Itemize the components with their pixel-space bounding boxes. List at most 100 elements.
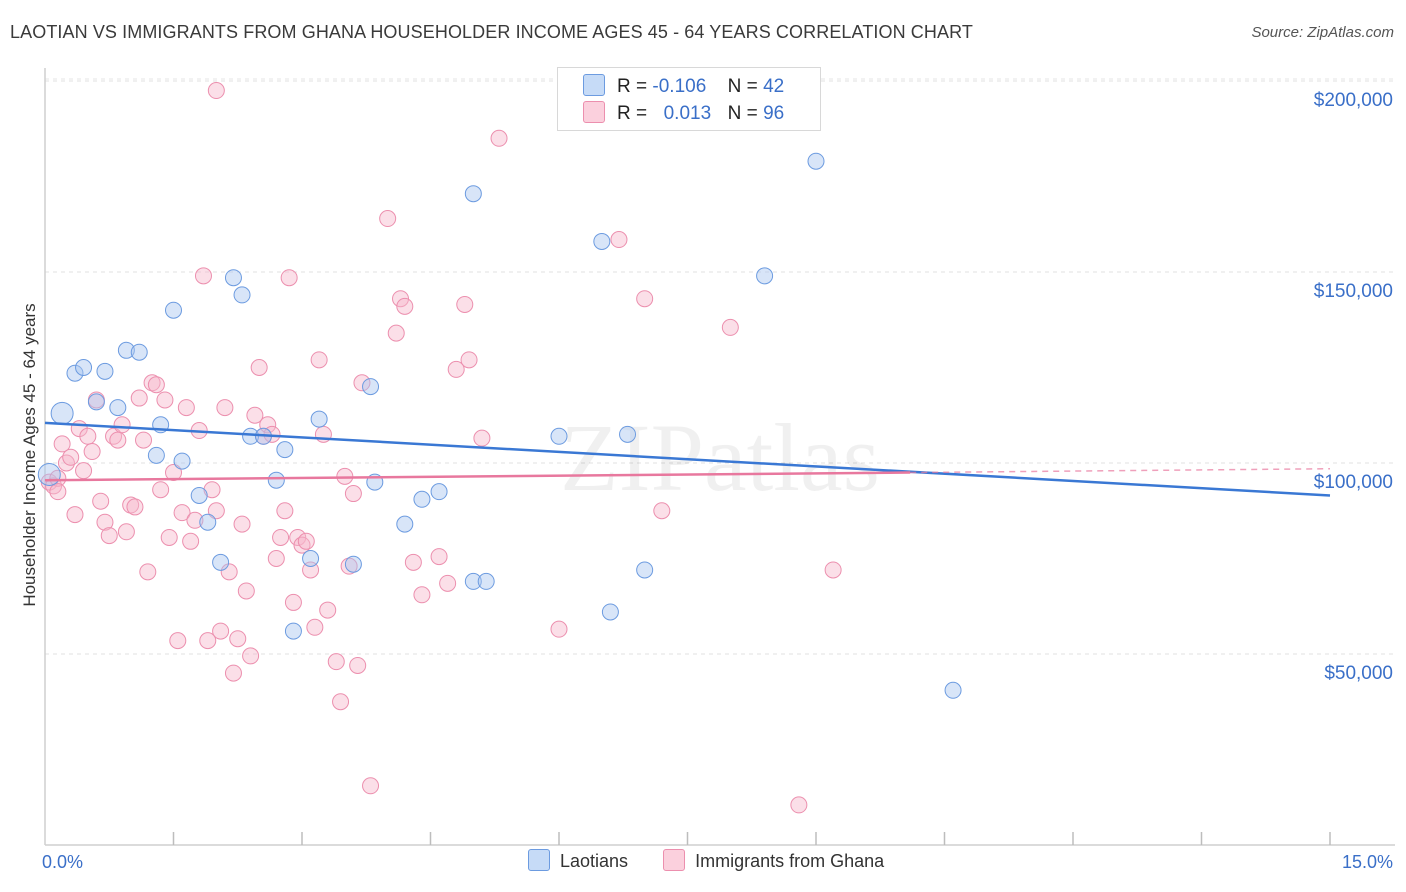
- ghana-point: [113, 416, 131, 434]
- ghana-point: [250, 359, 268, 376]
- correlation-legend: R = -0.106 N = 42 R = 0.013 N = 96: [557, 67, 821, 131]
- ghana-point: [152, 481, 170, 499]
- ghana-point: [49, 469, 67, 487]
- ghana-point: [237, 582, 255, 600]
- y-tick-label: $200,000: [1313, 90, 1393, 111]
- ghana-point: [332, 693, 350, 711]
- ghana-point: [75, 462, 93, 480]
- ghana-point: [272, 528, 290, 546]
- n-label: N =: [727, 103, 758, 125]
- legend-item-laotians[interactable]: Laotians: [528, 849, 629, 873]
- ghana-point: [460, 351, 478, 369]
- y-axis-label: Householder Income Ages 45 - 64 years: [20, 303, 39, 607]
- y-tick-label: $100,000: [1313, 472, 1393, 493]
- laotian-point: [413, 490, 431, 508]
- laotian-point: [267, 471, 285, 489]
- ghana-point: [340, 557, 358, 575]
- ghana-point: [182, 532, 200, 550]
- ghana-point: [229, 630, 247, 648]
- x-tick-min: 0.0%: [42, 852, 84, 872]
- ghana-point: [404, 553, 422, 571]
- ghana-point: [135, 431, 153, 449]
- laotian-point: [601, 603, 619, 621]
- n-label: N =: [727, 76, 758, 98]
- ghana-point: [83, 443, 101, 461]
- grid-lines: [45, 78, 1395, 655]
- r-label: R =: [617, 103, 648, 125]
- ghana-point: [447, 360, 465, 378]
- laotian-point: [477, 572, 495, 590]
- laotian-point: [37, 462, 61, 486]
- laotians-swatch: [528, 849, 550, 872]
- ghana-point: [207, 502, 225, 520]
- ghana-point: [721, 318, 739, 336]
- laotian-point: [807, 152, 825, 170]
- ghana-swatch: [663, 849, 686, 872]
- ghana-point: [653, 502, 671, 520]
- ghana-point: [362, 777, 380, 795]
- series-legend: Laotians Immigrants from Ghana: [528, 849, 914, 873]
- ghana-swatch: [583, 101, 605, 123]
- laotian-point: [109, 399, 127, 417]
- r-value-ghana: 0.013: [663, 103, 712, 125]
- ghana-point: [100, 527, 118, 545]
- ghana-point: [824, 561, 842, 579]
- ghana-point: [109, 431, 127, 449]
- ghana-points: [40, 82, 842, 814]
- x-tick-max: 15.0%: [1341, 852, 1393, 872]
- ghana-point: [636, 290, 654, 308]
- ghana-point: [610, 231, 628, 249]
- laotian-point: [173, 452, 191, 470]
- ghana-point: [139, 563, 157, 581]
- ghana-point: [212, 622, 230, 640]
- ghana-point: [379, 210, 397, 228]
- ghana-point: [349, 656, 367, 674]
- ghana-point: [387, 324, 405, 342]
- ghana-point: [310, 351, 328, 369]
- ghana-point: [117, 523, 135, 541]
- ghana-point: [199, 632, 217, 650]
- laotian-point: [233, 286, 251, 304]
- laotian-point: [344, 555, 362, 573]
- n-value-ghana: 96: [763, 103, 785, 125]
- ghana-point: [297, 532, 315, 550]
- legend-item-ghana[interactable]: Immigrants from Ghana: [663, 849, 884, 873]
- ghana-point: [439, 574, 457, 592]
- ghana-point: [430, 548, 448, 566]
- ghana-point: [550, 620, 568, 638]
- laotian-point: [212, 553, 230, 571]
- ghana-point: [96, 513, 114, 531]
- ghana-point: [306, 618, 324, 636]
- laotian-point: [199, 513, 217, 531]
- laotian-point: [619, 425, 637, 443]
- ghana-point: [790, 796, 808, 814]
- laotian-point: [284, 622, 302, 640]
- ghana-point: [122, 496, 140, 514]
- ghana-point: [169, 632, 187, 650]
- ghana-point: [173, 504, 191, 522]
- laotian-point: [66, 364, 84, 382]
- ghana-point: [53, 435, 71, 453]
- laotian-point: [430, 483, 448, 501]
- ghana-point: [130, 389, 148, 407]
- ghana-point: [456, 295, 474, 313]
- ghana-trend-line: [44, 471, 911, 482]
- ghana-point: [473, 429, 491, 447]
- ghana-point: [186, 511, 204, 529]
- y-tick-label: $50,000: [1324, 663, 1393, 684]
- legend-label-laotians: Laotians: [560, 851, 629, 871]
- y-tick-label: $150,000: [1313, 281, 1393, 302]
- ghana-point: [147, 376, 165, 394]
- trend-lines: [44, 421, 1331, 497]
- r-value-laotians: -0.106: [652, 76, 707, 98]
- ghana-point: [276, 502, 294, 520]
- ghana-point: [490, 129, 508, 147]
- ghana-point: [126, 498, 144, 516]
- laotian-point: [944, 681, 962, 699]
- laotian-point: [593, 232, 611, 250]
- ghana-point: [327, 653, 345, 671]
- chart-title: LAOTIAN VS IMMIGRANTS FROM GHANA HOUSEHO…: [10, 22, 973, 42]
- laotian-point: [756, 267, 774, 285]
- laotian-point: [636, 561, 654, 579]
- axes: [44, 68, 1395, 846]
